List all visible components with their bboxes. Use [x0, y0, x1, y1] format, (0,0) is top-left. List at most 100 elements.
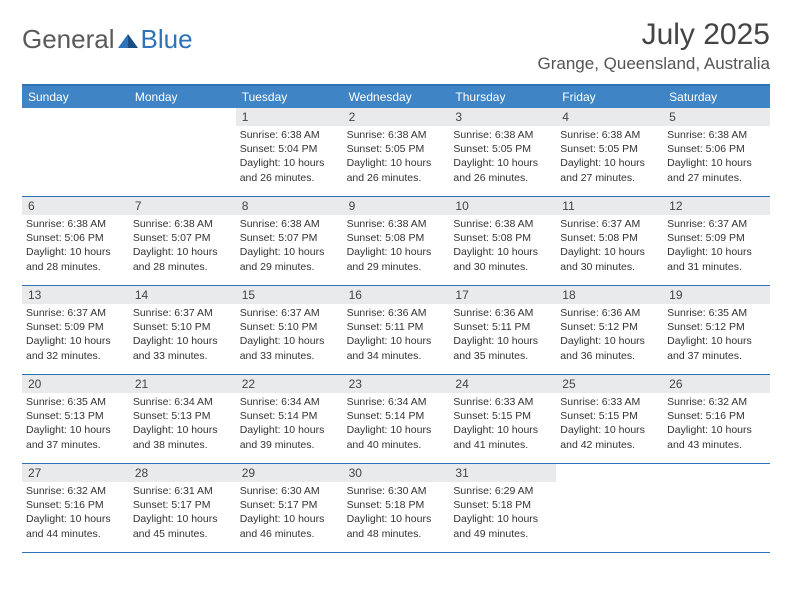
detail-line: Sunrise: 6:30 AM — [240, 484, 339, 498]
detail-line: Daylight: 10 hours — [560, 334, 659, 348]
detail-line: Sunset: 5:05 PM — [453, 142, 552, 156]
weeks: 1Sunrise: 6:38 AMSunset: 5:04 PMDaylight… — [22, 108, 770, 553]
detail-line: and 27 minutes. — [560, 171, 659, 185]
detail-line: Daylight: 10 hours — [560, 423, 659, 437]
day-details: Sunrise: 6:37 AMSunset: 5:10 PMDaylight:… — [129, 304, 236, 367]
day-number: 18 — [556, 286, 663, 304]
day-details: Sunrise: 6:36 AMSunset: 5:11 PMDaylight:… — [449, 304, 556, 367]
day-number: 8 — [236, 197, 343, 215]
day-details: Sunrise: 6:38 AMSunset: 5:04 PMDaylight:… — [236, 126, 343, 189]
day-number: 1 — [236, 108, 343, 126]
detail-line: Sunrise: 6:35 AM — [26, 395, 125, 409]
detail-line: Daylight: 10 hours — [240, 245, 339, 259]
detail-line: Sunrise: 6:34 AM — [347, 395, 446, 409]
detail-line: Daylight: 10 hours — [26, 245, 125, 259]
day-cell: 4Sunrise: 6:38 AMSunset: 5:05 PMDaylight… — [556, 108, 663, 196]
detail-line: Daylight: 10 hours — [667, 156, 766, 170]
day-cell: 18Sunrise: 6:36 AMSunset: 5:12 PMDayligh… — [556, 286, 663, 374]
day-details: Sunrise: 6:36 AMSunset: 5:11 PMDaylight:… — [343, 304, 450, 367]
day-number: 10 — [449, 197, 556, 215]
detail-line: Daylight: 10 hours — [26, 512, 125, 526]
day-number: 27 — [22, 464, 129, 482]
day-number: 26 — [663, 375, 770, 393]
detail-line: Sunrise: 6:34 AM — [133, 395, 232, 409]
detail-line: Sunrise: 6:38 AM — [453, 217, 552, 231]
detail-line: Sunset: 5:11 PM — [347, 320, 446, 334]
detail-line: and 30 minutes. — [453, 260, 552, 274]
detail-line: Sunrise: 6:38 AM — [667, 128, 766, 142]
day-details: Sunrise: 6:35 AMSunset: 5:12 PMDaylight:… — [663, 304, 770, 367]
detail-line: Daylight: 10 hours — [240, 512, 339, 526]
detail-line: Sunset: 5:07 PM — [133, 231, 232, 245]
detail-line: Sunset: 5:13 PM — [26, 409, 125, 423]
day-number: 17 — [449, 286, 556, 304]
detail-line: Daylight: 10 hours — [240, 334, 339, 348]
detail-line: Daylight: 10 hours — [453, 245, 552, 259]
header: General Blue July 2025 Grange, Queenslan… — [22, 18, 770, 74]
day-details — [129, 126, 236, 132]
day-cell: 7Sunrise: 6:38 AMSunset: 5:07 PMDaylight… — [129, 197, 236, 285]
day-cell: 10Sunrise: 6:38 AMSunset: 5:08 PMDayligh… — [449, 197, 556, 285]
detail-line: Daylight: 10 hours — [347, 156, 446, 170]
day-cell: 23Sunrise: 6:34 AMSunset: 5:14 PMDayligh… — [343, 375, 450, 463]
detail-line: Sunset: 5:08 PM — [347, 231, 446, 245]
detail-line: Sunrise: 6:32 AM — [667, 395, 766, 409]
detail-line: Daylight: 10 hours — [453, 334, 552, 348]
detail-line: and 41 minutes. — [453, 438, 552, 452]
detail-line: and 29 minutes. — [240, 260, 339, 274]
detail-line: Sunset: 5:17 PM — [240, 498, 339, 512]
detail-line: Sunrise: 6:32 AM — [26, 484, 125, 498]
day-cell — [556, 464, 663, 552]
day-cell — [22, 108, 129, 196]
detail-line: Daylight: 10 hours — [667, 334, 766, 348]
detail-line: Sunset: 5:08 PM — [560, 231, 659, 245]
page: General Blue July 2025 Grange, Queenslan… — [0, 0, 792, 563]
day-number: 5 — [663, 108, 770, 126]
day-cell: 20Sunrise: 6:35 AMSunset: 5:13 PMDayligh… — [22, 375, 129, 463]
detail-line: and 46 minutes. — [240, 527, 339, 541]
detail-line: Sunrise: 6:35 AM — [667, 306, 766, 320]
day-cell: 14Sunrise: 6:37 AMSunset: 5:10 PMDayligh… — [129, 286, 236, 374]
day-cell: 21Sunrise: 6:34 AMSunset: 5:13 PMDayligh… — [129, 375, 236, 463]
day-details: Sunrise: 6:31 AMSunset: 5:17 PMDaylight:… — [129, 482, 236, 545]
detail-line: Sunset: 5:14 PM — [347, 409, 446, 423]
detail-line: Daylight: 10 hours — [667, 245, 766, 259]
detail-line: Sunset: 5:07 PM — [240, 231, 339, 245]
detail-line: Sunset: 5:18 PM — [347, 498, 446, 512]
detail-line: Sunset: 5:15 PM — [453, 409, 552, 423]
detail-line: Sunrise: 6:37 AM — [26, 306, 125, 320]
day-cell: 28Sunrise: 6:31 AMSunset: 5:17 PMDayligh… — [129, 464, 236, 552]
day-cell: 5 Sunrise: 6:38 AMSunset: 5:06 PMDaylight… — [663, 108, 770, 196]
detail-line: Sunrise: 6:36 AM — [560, 306, 659, 320]
title-block: July 2025 Grange, Queensland, Australia — [538, 18, 770, 74]
day-details: Sunrise: 6:30 AMSunset: 5:17 PMDaylight:… — [236, 482, 343, 545]
detail-line: and 44 minutes. — [26, 527, 125, 541]
detail-line: Sunrise: 6:37 AM — [667, 217, 766, 231]
week-row: 6Sunrise: 6:38 AMSunset: 5:06 PMDaylight… — [22, 197, 770, 286]
detail-line: Sunrise: 6:33 AM — [453, 395, 552, 409]
detail-line: Sunset: 5:14 PM — [240, 409, 339, 423]
detail-line: Sunrise: 6:38 AM — [347, 128, 446, 142]
location: Grange, Queensland, Australia — [538, 54, 770, 74]
day-number: 13 — [22, 286, 129, 304]
day-number — [129, 108, 236, 126]
day-details: Sunrise: 6:38 AMSunset: 5:06 PMDaylight:… — [22, 215, 129, 278]
detail-line: Sunrise: 6:34 AM — [240, 395, 339, 409]
day-details: Sunrise: 6:37 AMSunset: 5:10 PMDaylight:… — [236, 304, 343, 367]
day-number: 29 — [236, 464, 343, 482]
detail-line: and 49 minutes. — [453, 527, 552, 541]
detail-line: Sunrise: 6:37 AM — [560, 217, 659, 231]
detail-line: Sunset: 5:06 PM — [667, 142, 766, 156]
day-number: 28 — [129, 464, 236, 482]
day-number: 11 — [556, 197, 663, 215]
day-details: Sunrise: 6:38 AMSunset: 5:07 PMDaylight:… — [236, 215, 343, 278]
day-details: Sunrise: 6:37 AMSunset: 5:09 PMDaylight:… — [22, 304, 129, 367]
detail-line: and 28 minutes. — [133, 260, 232, 274]
day-number: 21 — [129, 375, 236, 393]
day-number: 25 — [556, 375, 663, 393]
day-details: Sunrise: 6:35 AMSunset: 5:13 PMDaylight:… — [22, 393, 129, 456]
detail-line: Daylight: 10 hours — [26, 334, 125, 348]
day-details: Sunrise: 6:33 AMSunset: 5:15 PMDaylight:… — [449, 393, 556, 456]
day-cell: 30Sunrise: 6:30 AMSunset: 5:18 PMDayligh… — [343, 464, 450, 552]
detail-line: Sunrise: 6:31 AM — [133, 484, 232, 498]
